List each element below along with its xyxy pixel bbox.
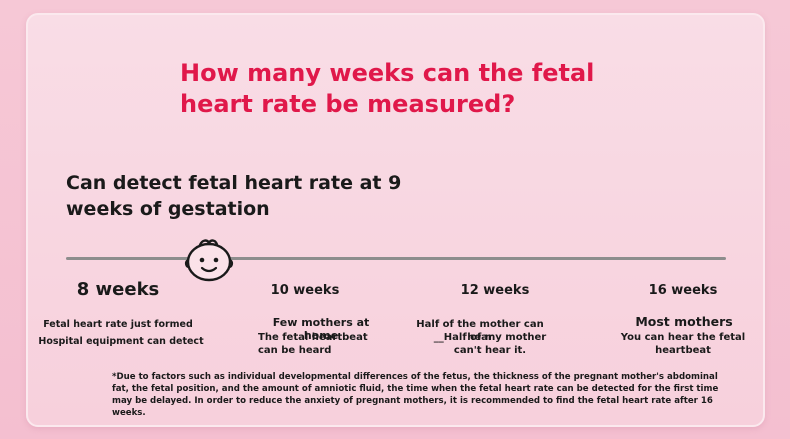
baby-face-icon xyxy=(183,237,235,283)
footnote: *Due to factors such as individual devel… xyxy=(112,372,719,418)
milestone-week-10: 10 weeks xyxy=(270,283,340,298)
info-card xyxy=(26,13,765,427)
milestone-8-line2: Hospital equipment can detect xyxy=(38,336,204,347)
milestone-16-line1: Most mothers xyxy=(635,314,733,329)
subtitle: Can detect fetal heart rate at 9 weeks o… xyxy=(66,172,402,220)
milestone-week-16: 16 weeks xyxy=(648,283,718,298)
timeline-line xyxy=(66,257,726,260)
milestone-10-line2: The fetal heartbeat can be heard xyxy=(258,332,368,356)
milestone-8-line1: Fetal heart rate just formed xyxy=(43,319,193,330)
milestone-week-8: 8 weeks xyxy=(76,279,160,300)
milestone-10-line1: Few mothers at home xyxy=(272,316,370,342)
milestone-12-line2: __Half of my mother can't hear it. xyxy=(433,332,547,356)
milestone-12-line1: Half of the mother can hear xyxy=(416,319,544,343)
milestone-week-12: 12 weeks xyxy=(460,283,530,298)
page-title: How many weeks can the fetal heart rate … xyxy=(180,59,595,118)
milestone-16-line2: You can hear the fetal heartbeat xyxy=(620,332,746,356)
